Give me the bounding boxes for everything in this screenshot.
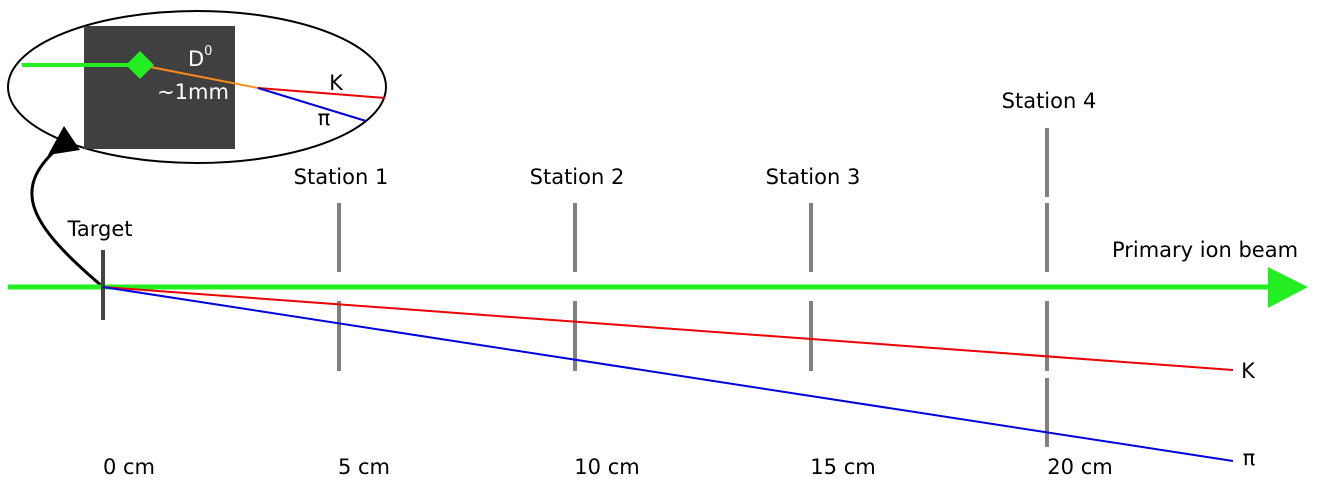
station-label: Station 2 (530, 165, 625, 189)
kaon-track (102, 286, 1234, 371)
inset-decay-length: ~1mm (157, 80, 229, 104)
zoom-arrow (30, 146, 104, 289)
inset-box (84, 26, 235, 149)
stations (337, 128, 1049, 447)
station-label: Station 1 (294, 165, 389, 189)
beam-arrow-head (1268, 267, 1308, 308)
distance-label: 10 cm (574, 455, 639, 479)
zoom-arrow-head (48, 126, 80, 155)
inset-d0-path (139, 64, 259, 89)
inset-kaon-track (257, 87, 386, 99)
particle-charge: 0 (204, 44, 212, 59)
beam-label: Primary ion beam (1112, 238, 1298, 262)
particle-name: D (188, 47, 204, 71)
distance-label: 5 cm (338, 455, 390, 479)
pion-label: π (1243, 446, 1256, 470)
inset-kaon-label: K (329, 71, 344, 95)
station-label: Station 4 (1002, 89, 1097, 113)
distance-label: 0 cm (103, 455, 155, 479)
inset-vertex (126, 51, 154, 79)
inset-particle: D0 (188, 44, 212, 72)
inset-pion-label: π (318, 106, 331, 130)
distance-label: 20 cm (1047, 455, 1112, 479)
pion-track (102, 286, 1234, 462)
target-label: Target (67, 217, 133, 241)
inset-pion-track (257, 87, 367, 122)
inset-ellipse (7, 10, 387, 164)
kaon-label: K (1241, 359, 1256, 383)
distance-label: 15 cm (810, 455, 875, 479)
station-label: Station 3 (766, 165, 861, 189)
